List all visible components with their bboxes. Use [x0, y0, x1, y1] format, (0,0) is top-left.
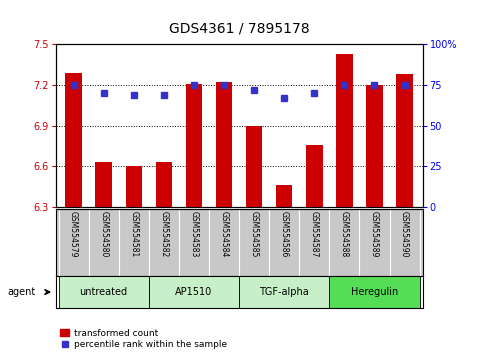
Text: GSM554583: GSM554583	[189, 211, 199, 257]
Text: AP1510: AP1510	[175, 287, 213, 297]
Bar	[246, 126, 262, 207]
Bar	[396, 74, 413, 207]
Text: GSM554589: GSM554589	[370, 211, 379, 257]
Text: GSM554586: GSM554586	[280, 211, 289, 257]
Bar	[58, 276, 149, 308]
Text: agent: agent	[7, 287, 35, 297]
Bar	[216, 82, 232, 207]
Text: GSM554580: GSM554580	[99, 211, 108, 257]
Bar	[185, 84, 202, 207]
Bar	[306, 145, 323, 207]
Text: GSM554584: GSM554584	[220, 211, 228, 257]
Text: untreated: untreated	[80, 287, 128, 297]
Bar	[336, 54, 353, 207]
Text: TGF-alpha: TGF-alpha	[259, 287, 309, 297]
Bar	[149, 276, 239, 308]
Bar	[96, 162, 112, 207]
Bar	[239, 276, 329, 308]
Text: GSM554585: GSM554585	[250, 211, 258, 257]
Text: Heregulin: Heregulin	[351, 287, 398, 297]
Bar	[329, 276, 420, 308]
Text: GSM554581: GSM554581	[129, 211, 138, 257]
Text: GSM554588: GSM554588	[340, 211, 349, 257]
Legend: transformed count, percentile rank within the sample: transformed count, percentile rank withi…	[60, 329, 227, 349]
Bar	[65, 73, 82, 207]
Text: GSM554582: GSM554582	[159, 211, 169, 257]
Bar	[276, 185, 293, 207]
Text: GSM554590: GSM554590	[400, 211, 409, 257]
Bar	[156, 162, 172, 207]
Bar	[366, 85, 383, 207]
Text: GSM554587: GSM554587	[310, 211, 319, 257]
Text: GSM554579: GSM554579	[69, 211, 78, 257]
Bar	[126, 166, 142, 207]
Text: GDS4361 / 7895178: GDS4361 / 7895178	[169, 21, 310, 35]
